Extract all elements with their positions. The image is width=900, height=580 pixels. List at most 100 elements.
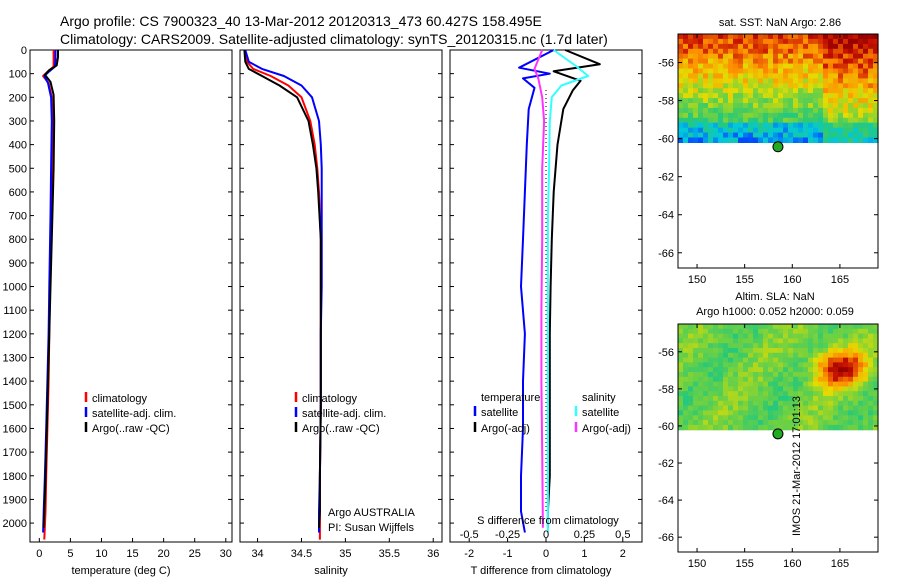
map-cell <box>833 78 839 84</box>
map-cell <box>708 88 714 94</box>
map-cell <box>743 98 749 104</box>
map-cell <box>783 58 789 65</box>
map-cell <box>703 103 709 109</box>
map-cell <box>733 88 739 94</box>
map-cell <box>693 381 699 387</box>
map-cell <box>683 357 689 363</box>
map-cell <box>823 88 829 94</box>
map-cell <box>778 132 784 139</box>
map-cell <box>718 424 724 431</box>
x-tick-label-top: 0 <box>543 529 549 541</box>
map-cell <box>793 93 799 99</box>
map-cell <box>808 83 814 89</box>
map-cell <box>763 352 769 359</box>
map-cell <box>848 372 854 378</box>
map-cell <box>763 122 769 129</box>
map-cell <box>698 405 704 411</box>
map-cell <box>863 68 869 74</box>
map-cell <box>738 357 744 363</box>
map-cell <box>853 48 859 55</box>
map-cell <box>718 112 724 119</box>
map-cell <box>843 415 849 421</box>
map-cell <box>803 367 809 373</box>
map-cell <box>758 73 764 79</box>
map-cell <box>723 93 729 99</box>
map-cell <box>813 68 819 74</box>
legend-entry: Argo(-adj) <box>582 423 631 435</box>
map-cell <box>813 415 819 421</box>
map-cell <box>748 137 754 143</box>
map-cell <box>758 132 764 139</box>
map-cell <box>828 83 834 89</box>
map-cell <box>773 107 779 114</box>
map-cell <box>818 424 824 431</box>
map-cell <box>853 73 859 79</box>
map-cell <box>798 58 804 65</box>
map-cell <box>678 338 684 344</box>
map-cell <box>778 357 784 363</box>
map-cell <box>833 34 839 40</box>
map-cell <box>688 38 694 45</box>
map-cell <box>833 58 839 65</box>
map-cell <box>823 415 829 421</box>
map-cell <box>678 391 684 397</box>
map-cell <box>828 376 834 383</box>
map-cell <box>723 328 729 335</box>
map-cell <box>808 43 814 50</box>
map-cell <box>688 53 694 60</box>
map-cell <box>703 137 709 143</box>
map-cell <box>703 68 709 74</box>
map-cell <box>793 324 799 330</box>
map-cell <box>818 107 824 114</box>
map-cell <box>818 48 824 55</box>
map-cell <box>758 38 764 45</box>
map-cell <box>768 107 774 114</box>
map-cell <box>823 367 829 373</box>
map-cell <box>718 63 724 70</box>
map-cell <box>773 88 779 94</box>
map-cell <box>853 367 859 373</box>
map-cell <box>683 73 689 79</box>
map-cell <box>798 338 804 344</box>
map-cell <box>813 132 819 139</box>
map-cell <box>793 34 799 40</box>
map-cell <box>733 53 739 60</box>
map-cell <box>798 83 804 89</box>
map-cell <box>803 386 809 392</box>
map-cell <box>773 132 779 139</box>
map-cell <box>873 400 879 407</box>
map-cell <box>713 391 719 397</box>
map-cell <box>868 132 874 139</box>
map-cell <box>863 376 869 383</box>
map-cell <box>783 400 789 407</box>
map-cell <box>753 324 759 330</box>
map-cell <box>678 43 684 50</box>
map-cell <box>823 103 829 109</box>
map-cell <box>788 83 794 89</box>
map-cell <box>748 362 754 368</box>
map-cell <box>793 137 799 143</box>
map-cell <box>683 43 689 50</box>
map-cell <box>768 352 774 359</box>
map-cell <box>803 88 809 94</box>
map-cell <box>778 333 784 339</box>
map-x-tick-label: 165 <box>831 274 849 286</box>
map-cell <box>813 367 819 373</box>
map-cell <box>833 367 839 373</box>
map-cell <box>768 132 774 139</box>
map-cell <box>763 38 769 45</box>
map-cell <box>783 112 789 119</box>
map-cell <box>743 58 749 65</box>
map-cell <box>823 78 829 84</box>
map-cell <box>738 376 744 383</box>
map-cell <box>798 93 804 99</box>
map-cell <box>828 396 834 402</box>
map-cell <box>838 122 844 129</box>
y-tick-label: 1300 <box>3 353 27 365</box>
map-cell <box>813 376 819 383</box>
map-cell <box>678 348 684 354</box>
map-cell <box>818 381 824 387</box>
map-cell <box>783 348 789 354</box>
map-cell <box>693 117 699 124</box>
map-cell <box>688 107 694 114</box>
